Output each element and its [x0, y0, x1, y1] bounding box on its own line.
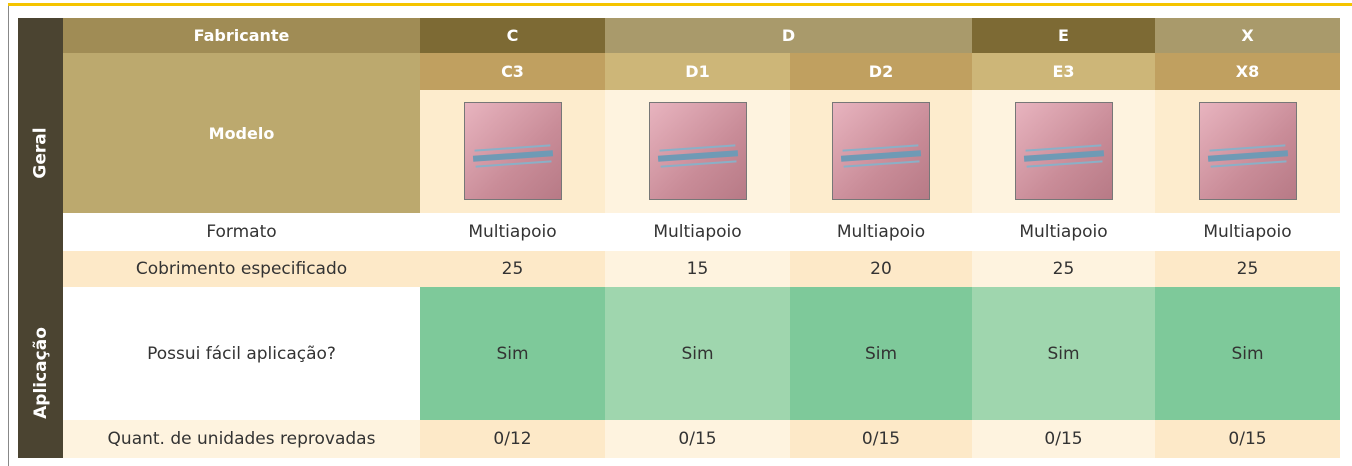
product-image	[832, 102, 930, 200]
manufacturer: X	[1155, 18, 1340, 53]
row-label: Quant. de unidades reprovadas	[63, 420, 420, 458]
cell: 15	[605, 251, 790, 287]
row-label: Cobrimento especificado	[63, 251, 420, 287]
cell: Multiapoio	[1155, 213, 1340, 251]
cell: 0/12	[420, 420, 605, 458]
cell: 0/15	[790, 420, 972, 458]
group-cell: Geral	[18, 18, 63, 287]
row-label: Possui fácil aplicação?	[63, 287, 420, 420]
model: X8	[1155, 53, 1340, 90]
cell: Sim	[605, 287, 790, 420]
group-label: Geral	[30, 126, 51, 179]
product-image	[648, 102, 747, 200]
models-label: Modelo	[63, 53, 420, 213]
cell: 0/15	[972, 420, 1155, 458]
header-label: Fabricante	[63, 18, 420, 53]
group-label: Aplicação	[30, 326, 51, 419]
cell: Multiapoio	[420, 213, 605, 251]
cell: 25	[420, 251, 605, 287]
cell: Sim	[972, 287, 1155, 420]
model: E3	[972, 53, 1155, 90]
group-cell: Aplicação	[18, 287, 63, 458]
cell: Multiapoio	[790, 213, 972, 251]
cell: 25	[972, 251, 1155, 287]
cell: Multiapoio	[972, 213, 1155, 251]
manufacturer: D	[605, 18, 972, 53]
manufacturer: E	[972, 18, 1155, 53]
product-image	[1014, 102, 1113, 200]
model: D2	[790, 53, 972, 90]
cell: 20	[790, 251, 972, 287]
product-image	[1198, 102, 1297, 200]
cell: Multiapoio	[605, 213, 790, 251]
row-label: Formato	[63, 213, 420, 251]
cell: 0/15	[1155, 420, 1340, 458]
left-rule	[8, 6, 9, 466]
model: C3	[420, 53, 605, 90]
cell: Sim	[1155, 287, 1340, 420]
cell: Sim	[790, 287, 972, 420]
cell: Sim	[420, 287, 605, 420]
top-rule	[8, 3, 1352, 6]
product-image	[463, 102, 562, 200]
model: D1	[605, 53, 790, 90]
cell: 0/15	[605, 420, 790, 458]
cell: 25	[1155, 251, 1340, 287]
manufacturer: C	[420, 18, 605, 53]
